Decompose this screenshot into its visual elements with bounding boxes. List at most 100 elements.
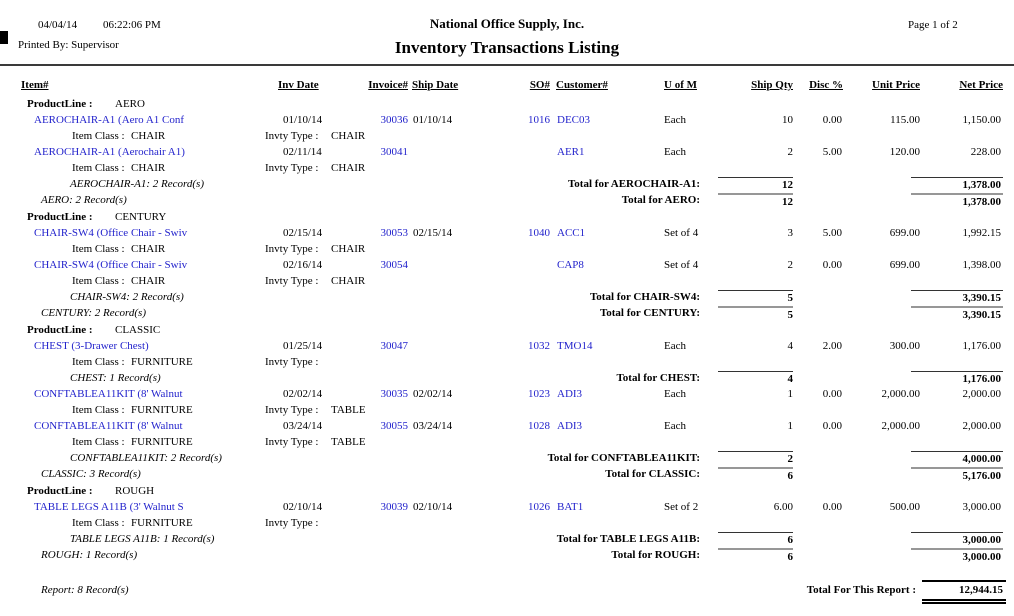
product-line-value: ROUGH	[115, 485, 155, 497]
transaction-row: CHAIR-SW4 (Office Chair - Swiv 02/16/14 …	[0, 258, 1014, 274]
invoice-link[interactable]: 30047	[380, 340, 409, 352]
item-total-net: 3,000.00	[911, 532, 1003, 548]
invoice-link[interactable]: 30035	[380, 388, 409, 400]
item-link[interactable]: CHAIR-SW4 (Office Chair - Swiv	[34, 227, 188, 239]
report-footer-row: Report: 8 Record(s) Total For This Repor…	[0, 580, 1014, 604]
customer-link[interactable]: AER1	[557, 146, 585, 158]
item-link[interactable]: CONFTABLEA11KIT (8' Walnut	[34, 388, 183, 400]
inv-date: 02/16/14	[283, 259, 323, 271]
invoice-link[interactable]: 30039	[380, 501, 409, 513]
report-total-label: Total For This Report :	[806, 584, 916, 596]
inv-date: 02/02/14	[283, 388, 323, 400]
unit-price: 2,000.00	[881, 388, 921, 400]
customer-link[interactable]: DEC03	[557, 114, 590, 126]
invty-type-label: Invty Type :	[265, 275, 319, 287]
invty-type-value: CHAIR	[331, 243, 366, 255]
ship-qty: 3	[787, 227, 794, 239]
item-link[interactable]: CHEST (3-Drawer Chest)	[34, 340, 149, 352]
item-class-value: FURNITURE	[131, 404, 193, 416]
disc-pct: 0.00	[822, 259, 842, 271]
inv-date: 03/24/14	[283, 420, 323, 432]
col-header-unit-price: Unit Price	[872, 79, 920, 91]
so-link[interactable]: 1023	[528, 388, 550, 400]
item-class-value: CHAIR	[131, 162, 166, 174]
item-link[interactable]: CHAIR-SW4 (Office Chair - Swiv	[34, 259, 188, 271]
group-total-qty: 6	[718, 467, 793, 484]
item-link[interactable]: AEROCHAIR-A1 (Aero A1 Conf	[34, 114, 185, 126]
product-line-value: CLASSIC	[115, 324, 161, 336]
ship-qty: 4	[787, 340, 794, 352]
invoice-link[interactable]: 30053	[380, 227, 409, 239]
customer-link[interactable]: ADI3	[557, 420, 583, 432]
col-header-item: Item#	[21, 79, 49, 91]
uom: Set of 4	[664, 259, 699, 271]
group-total-row: AERO: 2 Record(s) Total for AERO: 12 1,3…	[0, 193, 1014, 209]
item-class-label: Item Class :	[72, 243, 125, 255]
col-header-uom: U of M	[664, 79, 697, 91]
disc-pct: 2.00	[822, 340, 842, 352]
customer-link[interactable]: CAP8	[557, 259, 584, 271]
inv-date: 01/10/14	[283, 114, 323, 126]
invoice-link[interactable]: 30041	[380, 146, 409, 158]
group-total-label: Total for CLASSIC:	[605, 468, 700, 480]
col-header-disc: Disc %	[809, 79, 843, 91]
transaction-row: TABLE LEGS A11B (3' Walnut S 02/10/14 30…	[0, 500, 1014, 516]
ship-qty: 2	[787, 146, 794, 158]
item-class-value: CHAIR	[131, 130, 166, 142]
inv-date: 02/11/14	[283, 146, 322, 158]
transaction-row: AEROCHAIR-A1 (Aerochair A1) 02/11/14 300…	[0, 145, 1014, 161]
ship-date: 02/02/14	[413, 388, 453, 400]
so-link[interactable]: 1026	[528, 501, 550, 513]
uom: Each	[664, 146, 686, 158]
product-line-label: ProductLine :	[27, 485, 93, 497]
transaction-row: CONFTABLEA11KIT (8' Walnut 02/02/14 3003…	[0, 387, 1014, 403]
so-link[interactable]: 1032	[528, 340, 550, 352]
ship-date: 03/24/14	[413, 420, 453, 432]
unit-price: 300.00	[889, 340, 920, 352]
customer-link[interactable]: ADI3	[557, 388, 583, 400]
customer-link[interactable]: BAT1	[557, 501, 584, 513]
product-line-row: ProductLine : CENTURY	[0, 210, 1014, 226]
item-link[interactable]: AEROCHAIR-A1 (Aerochair A1)	[34, 146, 185, 158]
so-link[interactable]: 1040	[528, 227, 550, 239]
item-total-qty: 12	[718, 177, 793, 193]
so-link[interactable]: 1028	[528, 420, 550, 432]
uom: Each	[664, 388, 686, 400]
item-total-row: CHEST: 1 Record(s) Total for CHEST: 4 1,…	[0, 371, 1014, 387]
customer-link[interactable]: ACC1	[557, 227, 586, 239]
group-total-label: Total for AERO:	[621, 194, 700, 206]
report-total-value: 12,944.15	[922, 580, 1006, 604]
item-total-qty: 2	[718, 451, 793, 467]
invty-type-value: TABLE	[331, 404, 366, 416]
net-price: 2,000.00	[962, 388, 1002, 400]
page-indicator: Page 1 of 2	[908, 19, 958, 31]
invoice-link[interactable]: 30055	[380, 420, 409, 432]
inv-date: 02/15/14	[283, 227, 323, 239]
uom: Set of 4	[664, 227, 699, 239]
item-class-label: Item Class :	[72, 162, 125, 174]
net-price: 1,398.00	[962, 259, 1002, 271]
group-total-label: Total for CENTURY:	[599, 307, 700, 319]
item-total-net: 1,176.00	[911, 371, 1003, 387]
product-line-row: ProductLine : CLASSIC	[0, 323, 1014, 339]
group-record-note: ROUGH: 1 Record(s)	[41, 549, 138, 561]
invoice-link[interactable]: 30036	[380, 114, 409, 126]
disc-pct: 0.00	[822, 501, 842, 513]
item-class-label: Item Class :	[72, 404, 125, 416]
customer-link[interactable]: TMO14	[557, 340, 593, 352]
group-record-note: CENTURY: 2 Record(s)	[41, 307, 147, 319]
col-header-net-price: Net Price	[959, 79, 1003, 91]
item-link[interactable]: TABLE LEGS A11B (3' Walnut S	[34, 501, 184, 513]
group-total-qty: 12	[718, 193, 793, 210]
item-total-row: CHAIR-SW4: 2 Record(s) Total for CHAIR-S…	[0, 290, 1014, 306]
so-link[interactable]: 1016	[528, 114, 550, 126]
transaction-row: CHAIR-SW4 (Office Chair - Swiv 02/15/14 …	[0, 226, 1014, 242]
invty-type-label: Invty Type :	[265, 436, 319, 448]
product-line-value: CENTURY	[115, 211, 167, 223]
product-line-label: ProductLine :	[27, 211, 93, 223]
item-total-label: Total for CHAIR-SW4:	[589, 291, 700, 303]
item-link[interactable]: CONFTABLEA11KIT (8' Walnut	[34, 420, 183, 432]
net-price: 3,000.00	[962, 501, 1002, 513]
invoice-link[interactable]: 30054	[380, 259, 409, 271]
item-total-label: Total for TABLE LEGS A11B:	[556, 533, 700, 545]
